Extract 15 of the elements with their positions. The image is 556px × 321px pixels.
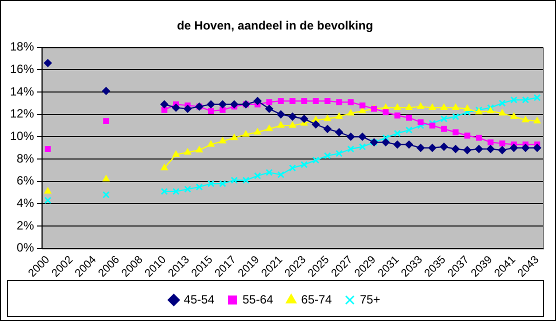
y-tick-label: 12%: [10, 106, 34, 121]
legend-label: 65-74: [301, 292, 332, 306]
y-tick-label: 4%: [16, 196, 34, 210]
y-tick-label: 6%: [16, 174, 34, 188]
legend-label: 45-54: [184, 292, 215, 306]
y-tick-label: 8%: [16, 151, 34, 166]
y-tick-label: 18%: [10, 40, 34, 54]
y-tick-label: 0%: [16, 240, 34, 255]
legend-label: 75+: [360, 292, 380, 306]
y-tick-label: 14%: [10, 84, 34, 98]
legend-label: 55-64: [242, 292, 274, 306]
y-tick-label: 16%: [10, 62, 34, 76]
chart-title: de Hoven, aandeel in de bevolking: [176, 18, 374, 33]
y-tick-label: 10%: [10, 129, 34, 144]
y-tick-label: 2%: [16, 218, 34, 232]
